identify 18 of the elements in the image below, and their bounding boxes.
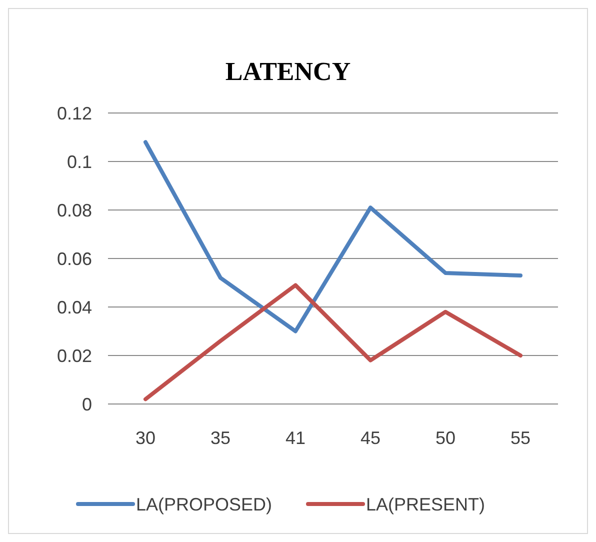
x-tick-label: 50 <box>435 428 456 448</box>
y-tick-label: 0 <box>82 394 92 414</box>
y-tick-label: 0.12 <box>56 103 92 124</box>
y-tick-label: 0.06 <box>56 248 92 269</box>
x-tick-label: 35 <box>210 428 231 448</box>
chart-title: LATENCY <box>225 57 351 86</box>
legend-label: LA(PROPOSED) <box>136 494 272 514</box>
x-tick-label: 41 <box>285 428 306 448</box>
x-tick-label: 30 <box>135 428 156 448</box>
y-tick-label: 0.02 <box>56 346 92 366</box>
x-tick-label: 55 <box>510 428 531 448</box>
line-series <box>144 140 522 334</box>
legend-label: LA(PRESENT) <box>366 494 486 514</box>
line-series <box>144 283 522 402</box>
y-tick-label: 0.08 <box>56 200 92 220</box>
x-tick-label: 45 <box>360 428 381 448</box>
y-tick-label: 0.04 <box>56 297 92 318</box>
y-tick-label: 0.1 <box>66 152 92 172</box>
